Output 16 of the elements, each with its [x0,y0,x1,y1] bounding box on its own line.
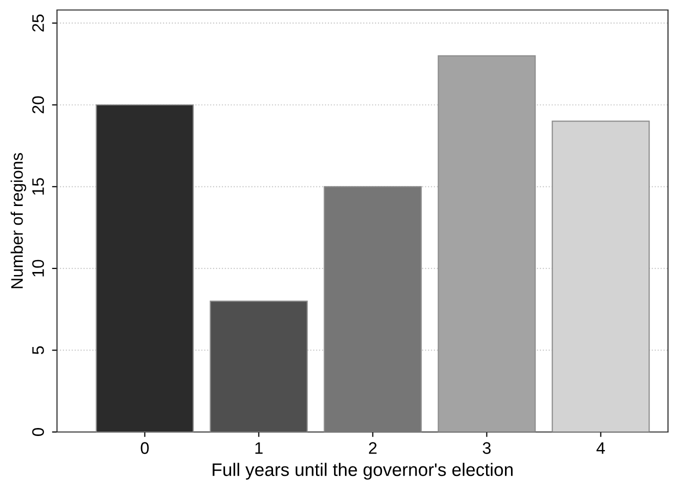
y-tick-label: 20 [32,96,44,114]
bar [210,300,308,432]
x-axis-title: Full years until the governor's election [212,462,513,480]
bar [438,55,536,432]
x-tick-label: 3 [482,442,491,454]
y-tick-label: 15 [32,178,44,195]
y-tick-label: 10 [32,260,44,276]
x-tick-label: 2 [368,442,377,454]
y-tick-label: 25 [32,14,44,32]
x-tick-label: 1 [255,442,263,454]
x-tick-label: 0 [140,442,149,454]
y-tick-label: 5 [32,346,44,354]
bar [324,186,422,432]
y-axis-title: Number of regions [10,153,26,288]
y-tick-label: 0 [32,428,44,436]
x-tick-label: 4 [596,442,605,454]
